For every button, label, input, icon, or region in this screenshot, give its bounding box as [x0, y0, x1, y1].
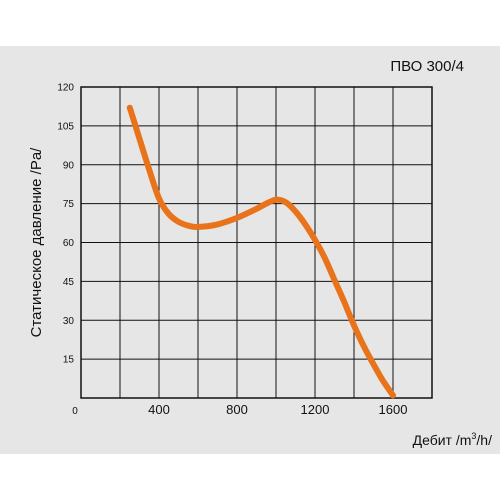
chart-panel: [0, 46, 500, 454]
grid: [81, 87, 432, 398]
x-axis-label-text: Дебит /m: [413, 432, 472, 448]
x-tick-label: 400: [148, 402, 170, 417]
x-axis-label: Дебит /m3/h/: [413, 431, 493, 448]
x-axis-label-superscript: 3: [471, 431, 476, 441]
y-tick-label: 15: [63, 355, 75, 366]
series-layer: [126, 104, 396, 399]
x-tick-labels: 0 400 800 1200 1600: [72, 402, 407, 417]
y-tick-label: 30: [63, 316, 75, 327]
y-tick-label: 90: [63, 160, 75, 171]
plot-frame: [80, 86, 433, 399]
series-line: [126, 104, 396, 399]
x-tick-label: 800: [226, 402, 248, 417]
y-tick-label: 105: [57, 121, 74, 132]
chart-title: ПВО 300/4: [390, 58, 464, 75]
x-axis-label-unit: /h/: [476, 432, 492, 448]
x-tick-label: 1600: [379, 402, 408, 417]
y-axis-label: Статическое давление /Pa/: [28, 147, 45, 338]
y-tick-labels: 15 30 45 60 75 90 105 120: [57, 83, 74, 366]
x-tick-label: 0: [72, 406, 78, 417]
y-tick-label: 45: [63, 277, 75, 288]
y-tick-label: 120: [57, 83, 74, 94]
y-tick-label: 60: [63, 238, 75, 249]
y-tick-label: 75: [63, 199, 75, 210]
x-tick-label: 1200: [301, 402, 330, 417]
